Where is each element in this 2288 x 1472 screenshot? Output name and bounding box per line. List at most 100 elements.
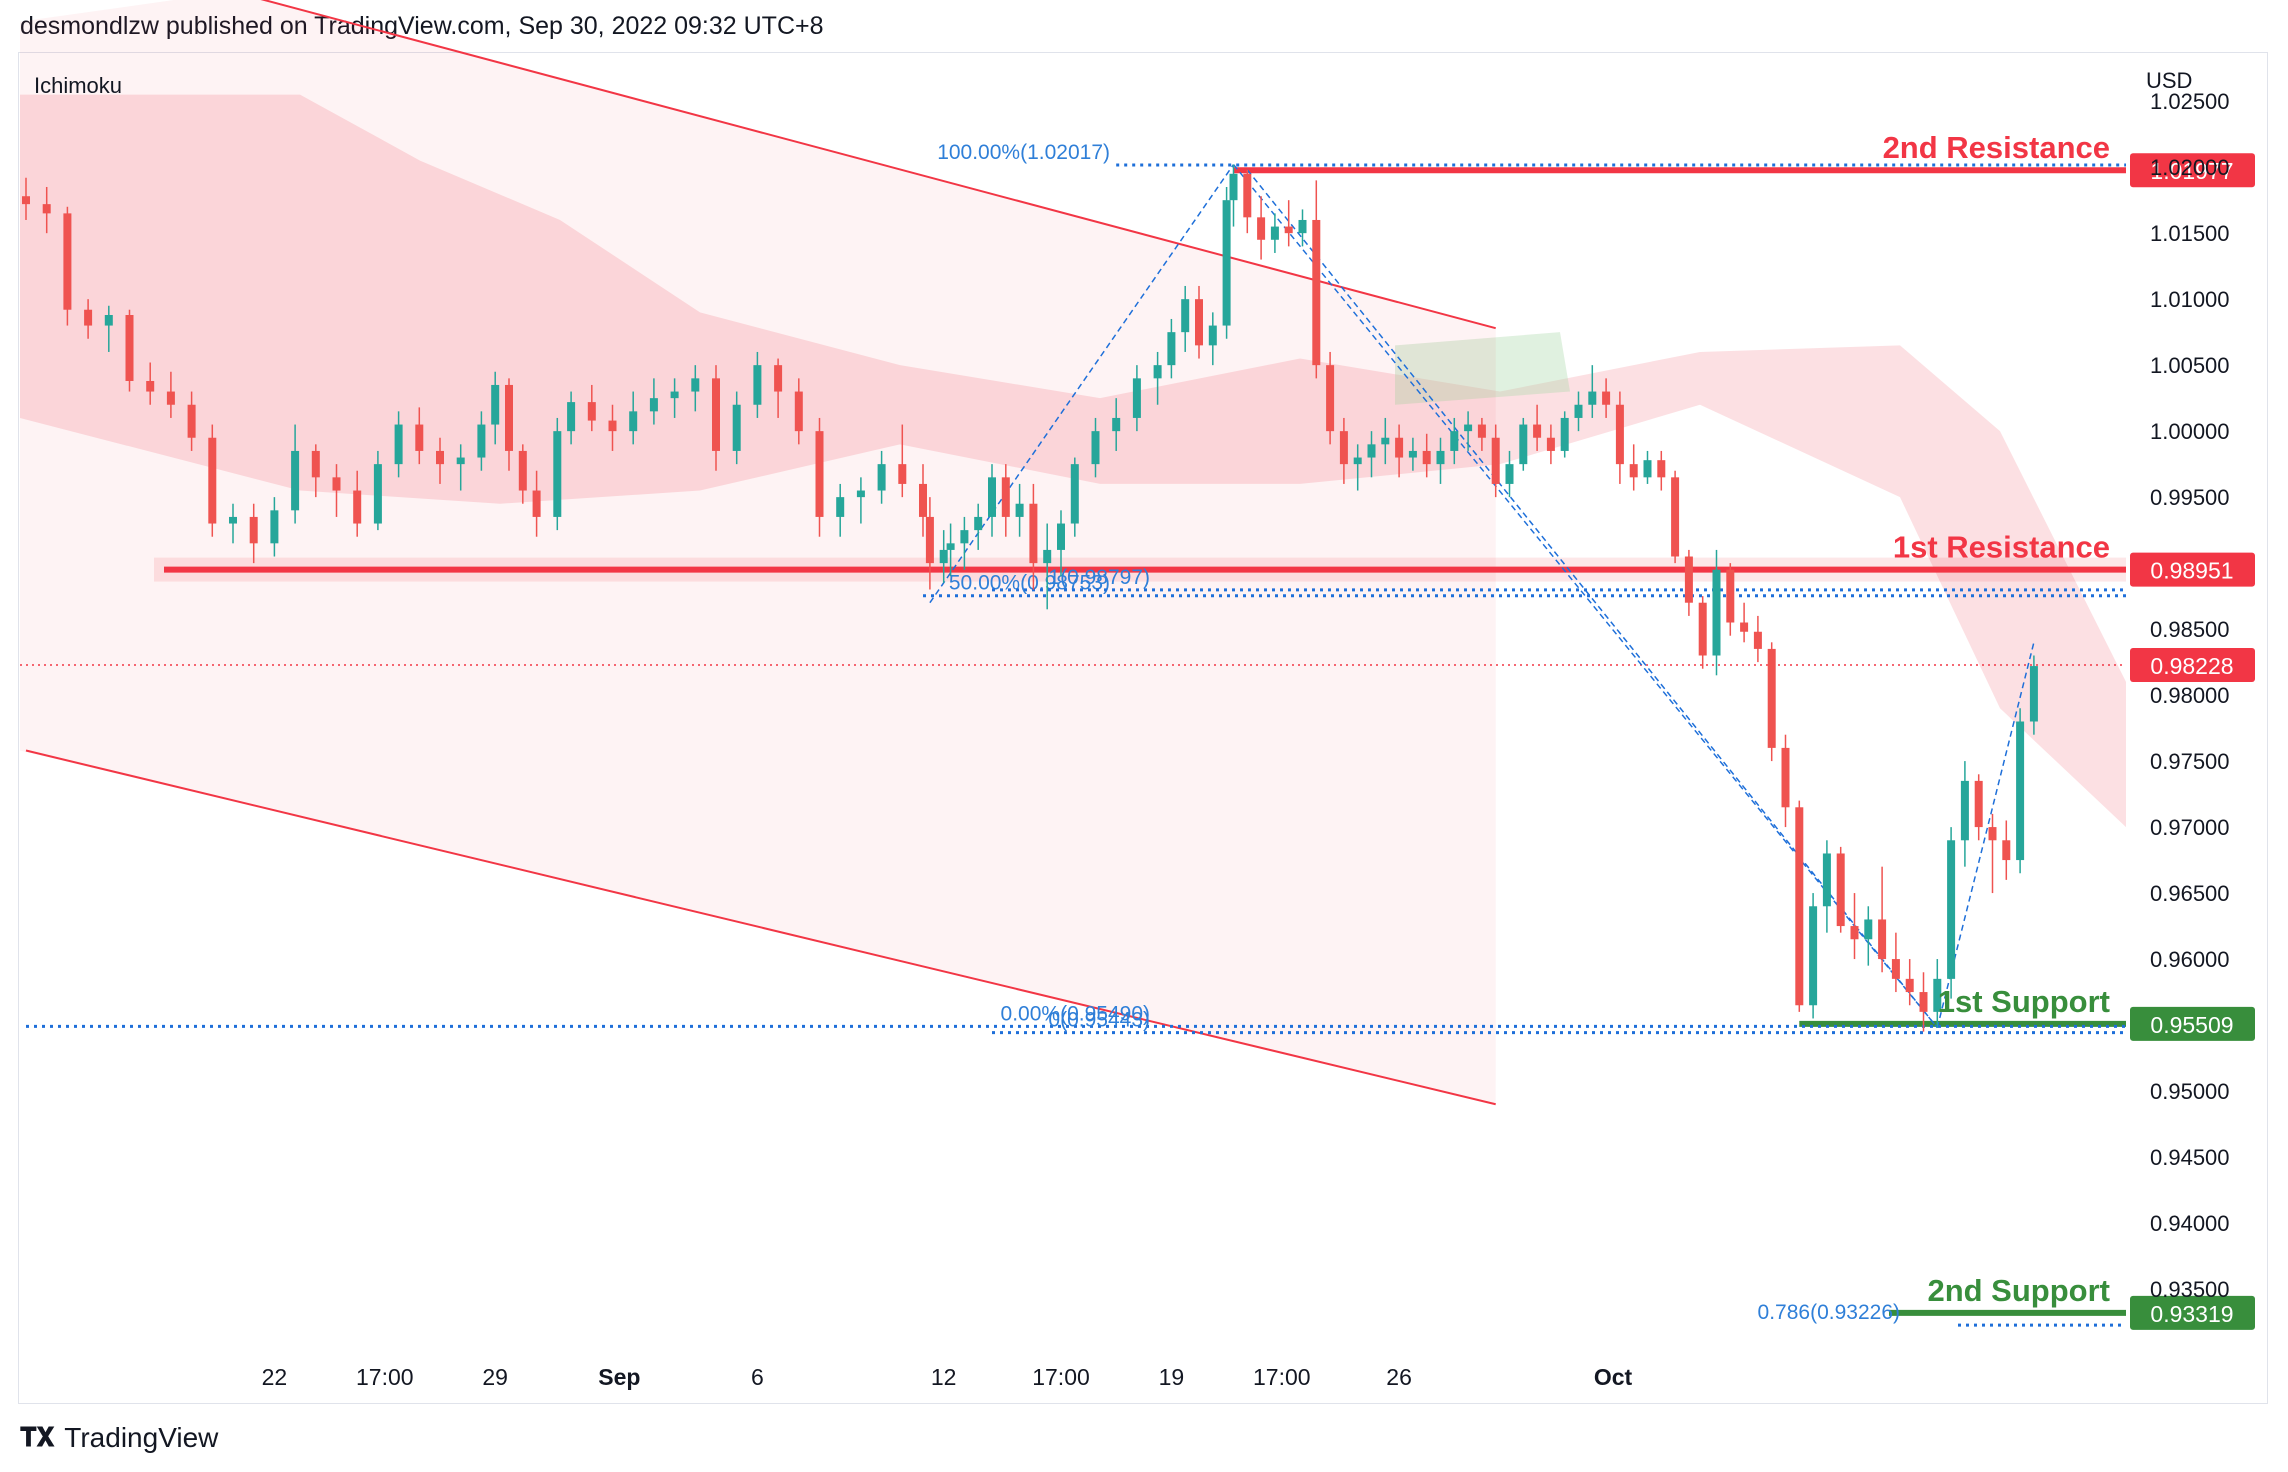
candle-35 xyxy=(712,378,720,451)
candle-32 xyxy=(649,398,658,412)
last-price-tag-text: 0.98228 xyxy=(2150,653,2233,679)
candle-119 xyxy=(1947,840,1956,979)
candle-120 xyxy=(1960,780,1969,841)
candle-75 xyxy=(1339,431,1348,465)
candle-23 xyxy=(491,384,500,425)
level-label-3: 2nd Support xyxy=(1927,1273,2110,1308)
price-tag-0 xyxy=(2130,153,2255,188)
candle-15 xyxy=(332,477,341,491)
candle-4 xyxy=(104,315,113,326)
candle-59 xyxy=(1112,417,1121,432)
candle-6 xyxy=(146,380,155,392)
candle-53 xyxy=(1015,503,1024,517)
y-tick-10: 0.97000 xyxy=(2150,815,2230,840)
candle-95 xyxy=(1615,404,1624,465)
candle-5 xyxy=(125,315,134,381)
candle-97 xyxy=(1643,460,1652,478)
candle-91 xyxy=(1560,417,1569,451)
candle-38 xyxy=(774,365,783,392)
candle-46 xyxy=(925,516,934,564)
candle-112 xyxy=(1850,926,1859,940)
x-tick-8: 17:00 xyxy=(1253,1364,1311,1390)
candle-7 xyxy=(166,391,175,405)
y-tick-7: 0.98500 xyxy=(2150,617,2230,642)
candle-27 xyxy=(553,431,562,517)
candle-125 xyxy=(2029,666,2038,722)
brand-name[interactable]: TradingView xyxy=(64,1422,219,1453)
candle-8 xyxy=(187,404,196,438)
candle-117 xyxy=(1919,992,1928,1012)
candle-3 xyxy=(84,309,93,326)
chart-frame[interactable] xyxy=(18,52,2268,1404)
candle-18 xyxy=(394,424,403,465)
candle-103 xyxy=(1726,569,1735,623)
ichimoku-cloud-bullish xyxy=(1395,332,1570,405)
candle-99 xyxy=(1671,477,1680,557)
y-tick-6: 0.99500 xyxy=(2150,485,2230,510)
candle-84 xyxy=(1464,424,1473,432)
candle-118 xyxy=(1933,978,1942,1012)
candle-51 xyxy=(988,477,996,517)
candle-37 xyxy=(753,365,762,405)
candle-55 xyxy=(1043,549,1052,564)
ichimoku-cloud xyxy=(20,94,2126,828)
x-tick-2: 29 xyxy=(482,1364,508,1390)
candle-107 xyxy=(1781,747,1790,808)
candle-48 xyxy=(946,543,955,550)
y-tick-5: 1.00000 xyxy=(2150,419,2230,444)
x-tick-10: Oct xyxy=(1594,1364,1633,1390)
candle-67 xyxy=(1229,173,1238,201)
fib-swing-1 xyxy=(1232,164,1938,1029)
y-tick-1: 1.02000 xyxy=(2150,155,2230,180)
candle-52 xyxy=(1001,477,1010,517)
candle-123 xyxy=(2002,840,2011,861)
y-tick-13: 0.95000 xyxy=(2150,1079,2230,1104)
candle-115 xyxy=(1891,959,1900,979)
price-tag-1 xyxy=(2130,552,2255,587)
candle-76 xyxy=(1353,457,1362,465)
candle-24 xyxy=(505,384,513,451)
price-tag-text-1: 0.98951 xyxy=(2150,558,2233,584)
candle-13 xyxy=(291,450,300,511)
fib-label-5: 0.786(0.93226) xyxy=(1758,1301,1900,1324)
y-tick-11: 0.96500 xyxy=(2150,881,2230,906)
candle-66 xyxy=(1222,200,1231,326)
x-tick-3: Sep xyxy=(598,1364,640,1390)
candle-22 xyxy=(477,424,486,458)
x-tick-1: 17:00 xyxy=(356,1364,414,1390)
fib-swing-0 xyxy=(929,164,1235,604)
candle-64 xyxy=(1195,299,1203,346)
y-tick-15: 0.94000 xyxy=(2150,1211,2230,1236)
y-tick-14: 0.94500 xyxy=(2150,1145,2230,1170)
candle-31 xyxy=(629,411,638,432)
candle-121 xyxy=(1974,780,1983,828)
candle-71 xyxy=(1284,226,1293,234)
candle-21 xyxy=(456,457,465,465)
price-tag-text-0: 1.01977 xyxy=(2150,158,2233,184)
candle-114 xyxy=(1878,919,1887,960)
y-tick-8: 0.98000 xyxy=(2150,683,2230,708)
candle-58 xyxy=(1091,431,1100,465)
candle-105 xyxy=(1753,631,1762,649)
candle-20 xyxy=(436,450,444,465)
level-label-2: 1st Support xyxy=(1938,984,2110,1019)
candle-68 xyxy=(1243,173,1252,218)
tradingview-logo-icon[interactable]: 𝐓𝐗 xyxy=(20,1422,55,1453)
footer: 𝐓𝐗 TradingView xyxy=(20,1422,218,1454)
candle-33 xyxy=(670,391,679,399)
indicator-label[interactable]: Ichimoku xyxy=(34,73,122,98)
candle-90 xyxy=(1546,437,1555,451)
publisher-header: desmondlzw published on TradingView.com,… xyxy=(20,12,824,40)
x-tick-6: 17:00 xyxy=(1032,1364,1090,1390)
candle-61 xyxy=(1153,365,1162,379)
candle-43 xyxy=(877,464,886,491)
fib-swing-3 xyxy=(1936,642,2035,1028)
price-tag-2 xyxy=(2130,1006,2255,1041)
candle-60 xyxy=(1132,378,1141,418)
candle-11 xyxy=(249,516,258,544)
candle-87 xyxy=(1505,464,1514,484)
candle-109 xyxy=(1809,906,1818,1006)
fib-label-2: 1(0.98797) xyxy=(1048,566,1150,589)
candle-69 xyxy=(1257,217,1266,240)
